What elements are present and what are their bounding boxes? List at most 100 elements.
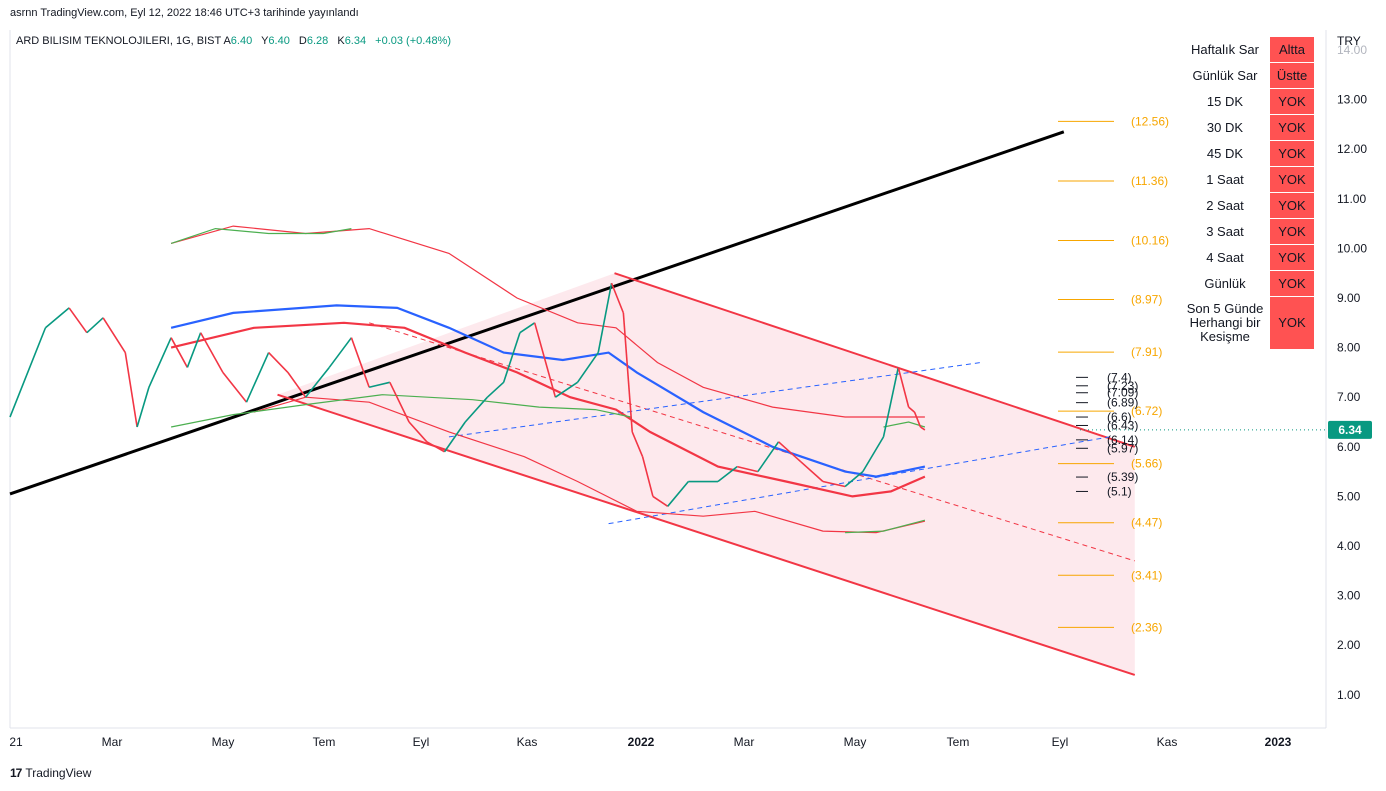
y-tick-label: 9.00 [1337,291,1361,305]
price-segment [464,396,488,423]
price-segment [268,352,289,373]
price-segment [328,337,353,368]
signal-timeframe: 2 Saat [1180,192,1270,219]
fibonacci-layer: (12.56)(11.36)(10.16)(8.97)(7.91)(6.72)(… [1058,114,1169,634]
price-segment [597,282,613,353]
x-tick-label: 21 [9,735,23,749]
tradingview-logo[interactable]: 17 TradingView [10,766,91,780]
pivot-level-label: (5.1) [1107,484,1132,498]
fib-level-label: (4.47) [1131,516,1162,530]
price-segment [350,337,370,388]
price-segment [486,381,505,398]
signal-state: YOK [1269,114,1315,141]
signal-timeframe: 4 Saat [1180,244,1270,271]
fib-level-label: (10.16) [1131,233,1169,247]
open-value: 6.40 [230,35,253,47]
x-tick-label: Kas [517,735,538,749]
price-segment [800,461,824,483]
price-segment [844,470,864,488]
pivot-level-label: (6.6) [1107,410,1132,424]
pivot-level-label: (6.43) [1107,418,1138,432]
close-value: 6.34 [344,35,367,47]
channel-fill-layer [277,273,1135,675]
price-segment [533,322,557,398]
x-tick-label: May [844,735,867,749]
price-segment [186,332,202,368]
signal-timeframe: 45 DK [1180,140,1270,167]
price-segment [757,441,780,473]
x-tick-label: Eyl [1052,735,1069,749]
pivot-level-label: (5.97) [1107,441,1138,455]
signal-state: Üstte [1269,62,1315,89]
y-tick-label: 14.00 [1337,43,1367,57]
y-tick-label: 10.00 [1337,241,1367,255]
price-segment [124,352,138,428]
y-tick-label: 12.00 [1337,142,1367,156]
price-segment [502,332,521,383]
price-segment [631,431,644,458]
price-segment [102,317,126,353]
signal-timeframe: 15 DK [1180,88,1270,115]
x-tick-label: Kas [1157,735,1178,749]
price-segment [148,337,172,388]
y-tick-label: 8.00 [1337,341,1361,355]
signal-row: Günlük YOK [1180,270,1315,297]
high-value: 6.40 [268,35,290,47]
indicator-layer [170,225,926,534]
price-segment [622,312,634,432]
x-tick-label: Mar [102,735,123,749]
open-label: A [223,35,231,47]
price-segment [908,406,916,413]
signal-state: Altta [1269,36,1315,63]
signal-state: YOK [1269,88,1315,115]
y-tick-label: 1.00 [1337,688,1361,702]
x-axis[interactable]: 21 Mar May Tem Eyl Kas 2022 Mar May Tem Eyl Kas 2023 [9,735,1291,749]
signal-timeframe: 3 Saat [1180,218,1270,245]
signal-row: 45 DK YOK [1180,140,1315,167]
signal-row: 30 DK YOK [1180,114,1315,141]
y-tick-label: 5.00 [1337,489,1361,503]
price-segment [882,367,900,438]
price-segment [368,381,391,389]
x-tick-label: Eyl [413,735,430,749]
signal-state: YOK [1269,244,1315,271]
change-value: +0.03 (+0.48%) [375,35,452,47]
signal-state: YOK [1269,270,1315,297]
pivot-layer: (7.4)(7.23)(7.09)(6.89)(6.6)(6.43)(6.14)… [1076,370,1138,498]
price-segment [913,411,922,428]
x-tick-label: Mar [734,735,755,749]
signal-row: 1 Saat YOK [1180,166,1315,193]
price-segment [199,332,224,373]
price-segment [652,495,669,507]
x-tick-label: May [212,735,235,749]
price-segment [443,421,466,453]
price-segment [287,371,307,398]
y-tick-label: 7.00 [1337,390,1361,404]
indicator-line [253,396,926,534]
tradingview-logo-icon: 17 [10,766,22,780]
fib-level-label: (8.97) [1131,292,1162,306]
channel-fill [277,273,1135,675]
y-tick-label: 2.00 [1337,638,1361,652]
signal-timeframe: Haftalık Sar [1180,36,1270,63]
price-segment [822,480,846,488]
signal-row: Son 5 Günde Herhangi bir Kesişme YOK [1180,296,1315,350]
fib-level-label: (12.56) [1131,114,1169,128]
signal-timeframe: Günlük [1180,270,1270,297]
indicator-line [170,304,926,478]
price-segment [389,381,410,423]
last-price-tag [1328,420,1372,439]
last-price-label: 6.34 [1338,423,1362,437]
price-segment [68,307,88,334]
y-tick-label: 11.00 [1337,192,1366,206]
price-segment [736,465,759,473]
signal-row: Haftalık Sar Altta [1180,36,1315,63]
signal-timeframe: 1 Saat [1180,166,1270,193]
price-segment [519,322,536,334]
signal-state: YOK [1269,218,1315,245]
trend-line [614,272,1136,448]
pivot-level-label: (7.4) [1107,370,1132,384]
trend-line [369,322,1135,562]
